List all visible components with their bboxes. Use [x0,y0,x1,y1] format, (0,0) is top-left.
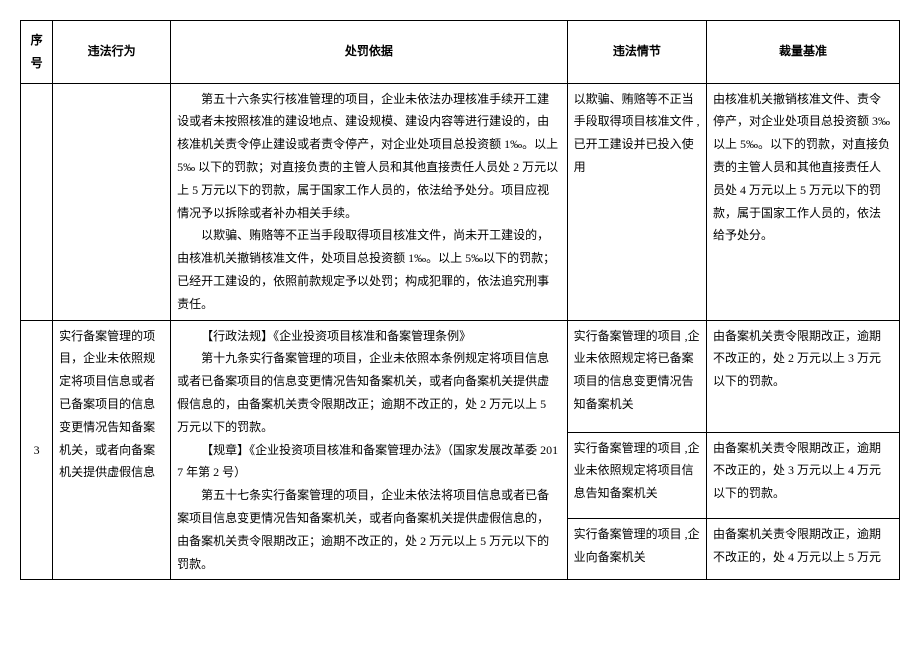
header-circ: 违法情节 [567,21,706,84]
cell-circ-3c: 实行备案管理的项目 ,企业向备案机关 [567,519,706,580]
header-seq: 序号 [21,21,53,84]
basis-text: 【行政法规】《企业投资项目核准和备案管理条例》 [177,325,561,348]
header-row: 序号 违法行为 处罚依据 违法情节 裁量基准 [21,21,900,84]
cell-std-3a: 由备案机关责令限期改正，逾期不改正的，处 2 万元以上 3 万元以下的罚款。 [707,320,900,432]
basis-text: 第五十六条实行核准管理的项目，企业未依法办理核准手续开工建设或者未按照核准的建设… [177,88,561,225]
cell-circ-3b: 实行备案管理的项目 ,企业未依照规定将项目信息告知备案机关 [567,432,706,519]
cell-std-3c: 由备案机关责令限期改正，逾期不改正的，处 4 万元以上 5 万元 [707,519,900,580]
cell-std-1: 由核准机关撤销核准文件、责令停产，对企业处项目总投资额 3‰以上 5‰。以下的罚… [707,83,900,320]
basis-text: 以欺骗、贿赂等不正当手段取得项目核准文件，尚未开工建设的，由核准机关撤销核准文件… [177,224,561,315]
cell-basis-1: 第五十六条实行核准管理的项目，企业未依法办理核准手续开工建设或者未按照核准的建设… [171,83,568,320]
cell-seq-3: 3 [21,320,53,580]
table-row: 3 实行备案管理的项目，企业未依照规定将项目信息或者已备案项目的信息变更情况告知… [21,320,900,432]
cell-seq-empty [21,83,53,320]
cell-circ-1: 以欺骗、贿赂等不正当手段取得项目核准文件 ,已开工建设并已投入使用 [567,83,706,320]
cell-act-3: 实行备案管理的项目，企业未依照规定将项目信息或者已备案项目的信息变更情况告知备案… [53,320,171,580]
cell-basis-3: 【行政法规】《企业投资项目核准和备案管理条例》 第十九条实行备案管理的项目，企业… [171,320,568,580]
cell-circ-3a: 实行备案管理的项目 ,企业未依照规定将已备案项目的信息变更情况告知备案机关 [567,320,706,432]
basis-text: 第五十七条实行备案管理的项目，企业未依法将项目信息或者已备案项目信息变更情况告知… [177,484,561,575]
basis-text: 【规章】《企业投资项目核准和备案管理办法》（国家发展改革委 2017 年第 2 … [177,439,561,485]
basis-text: 第十九条实行备案管理的项目，企业未依照本条例规定将项目信息或者已备案项目的信息变… [177,347,561,438]
cell-std-3b: 由备案机关责令限期改正，逾期不改正的，处 3 万元以上 4 万元以下的罚款。 [707,432,900,519]
header-act: 违法行为 [53,21,171,84]
header-basis: 处罚依据 [171,21,568,84]
discretion-table: 序号 违法行为 处罚依据 违法情节 裁量基准 第五十六条实行核准管理的项目，企业… [20,20,900,580]
cell-act-empty [53,83,171,320]
table-row: 第五十六条实行核准管理的项目，企业未依法办理核准手续开工建设或者未按照核准的建设… [21,83,900,320]
header-std: 裁量基准 [707,21,900,84]
